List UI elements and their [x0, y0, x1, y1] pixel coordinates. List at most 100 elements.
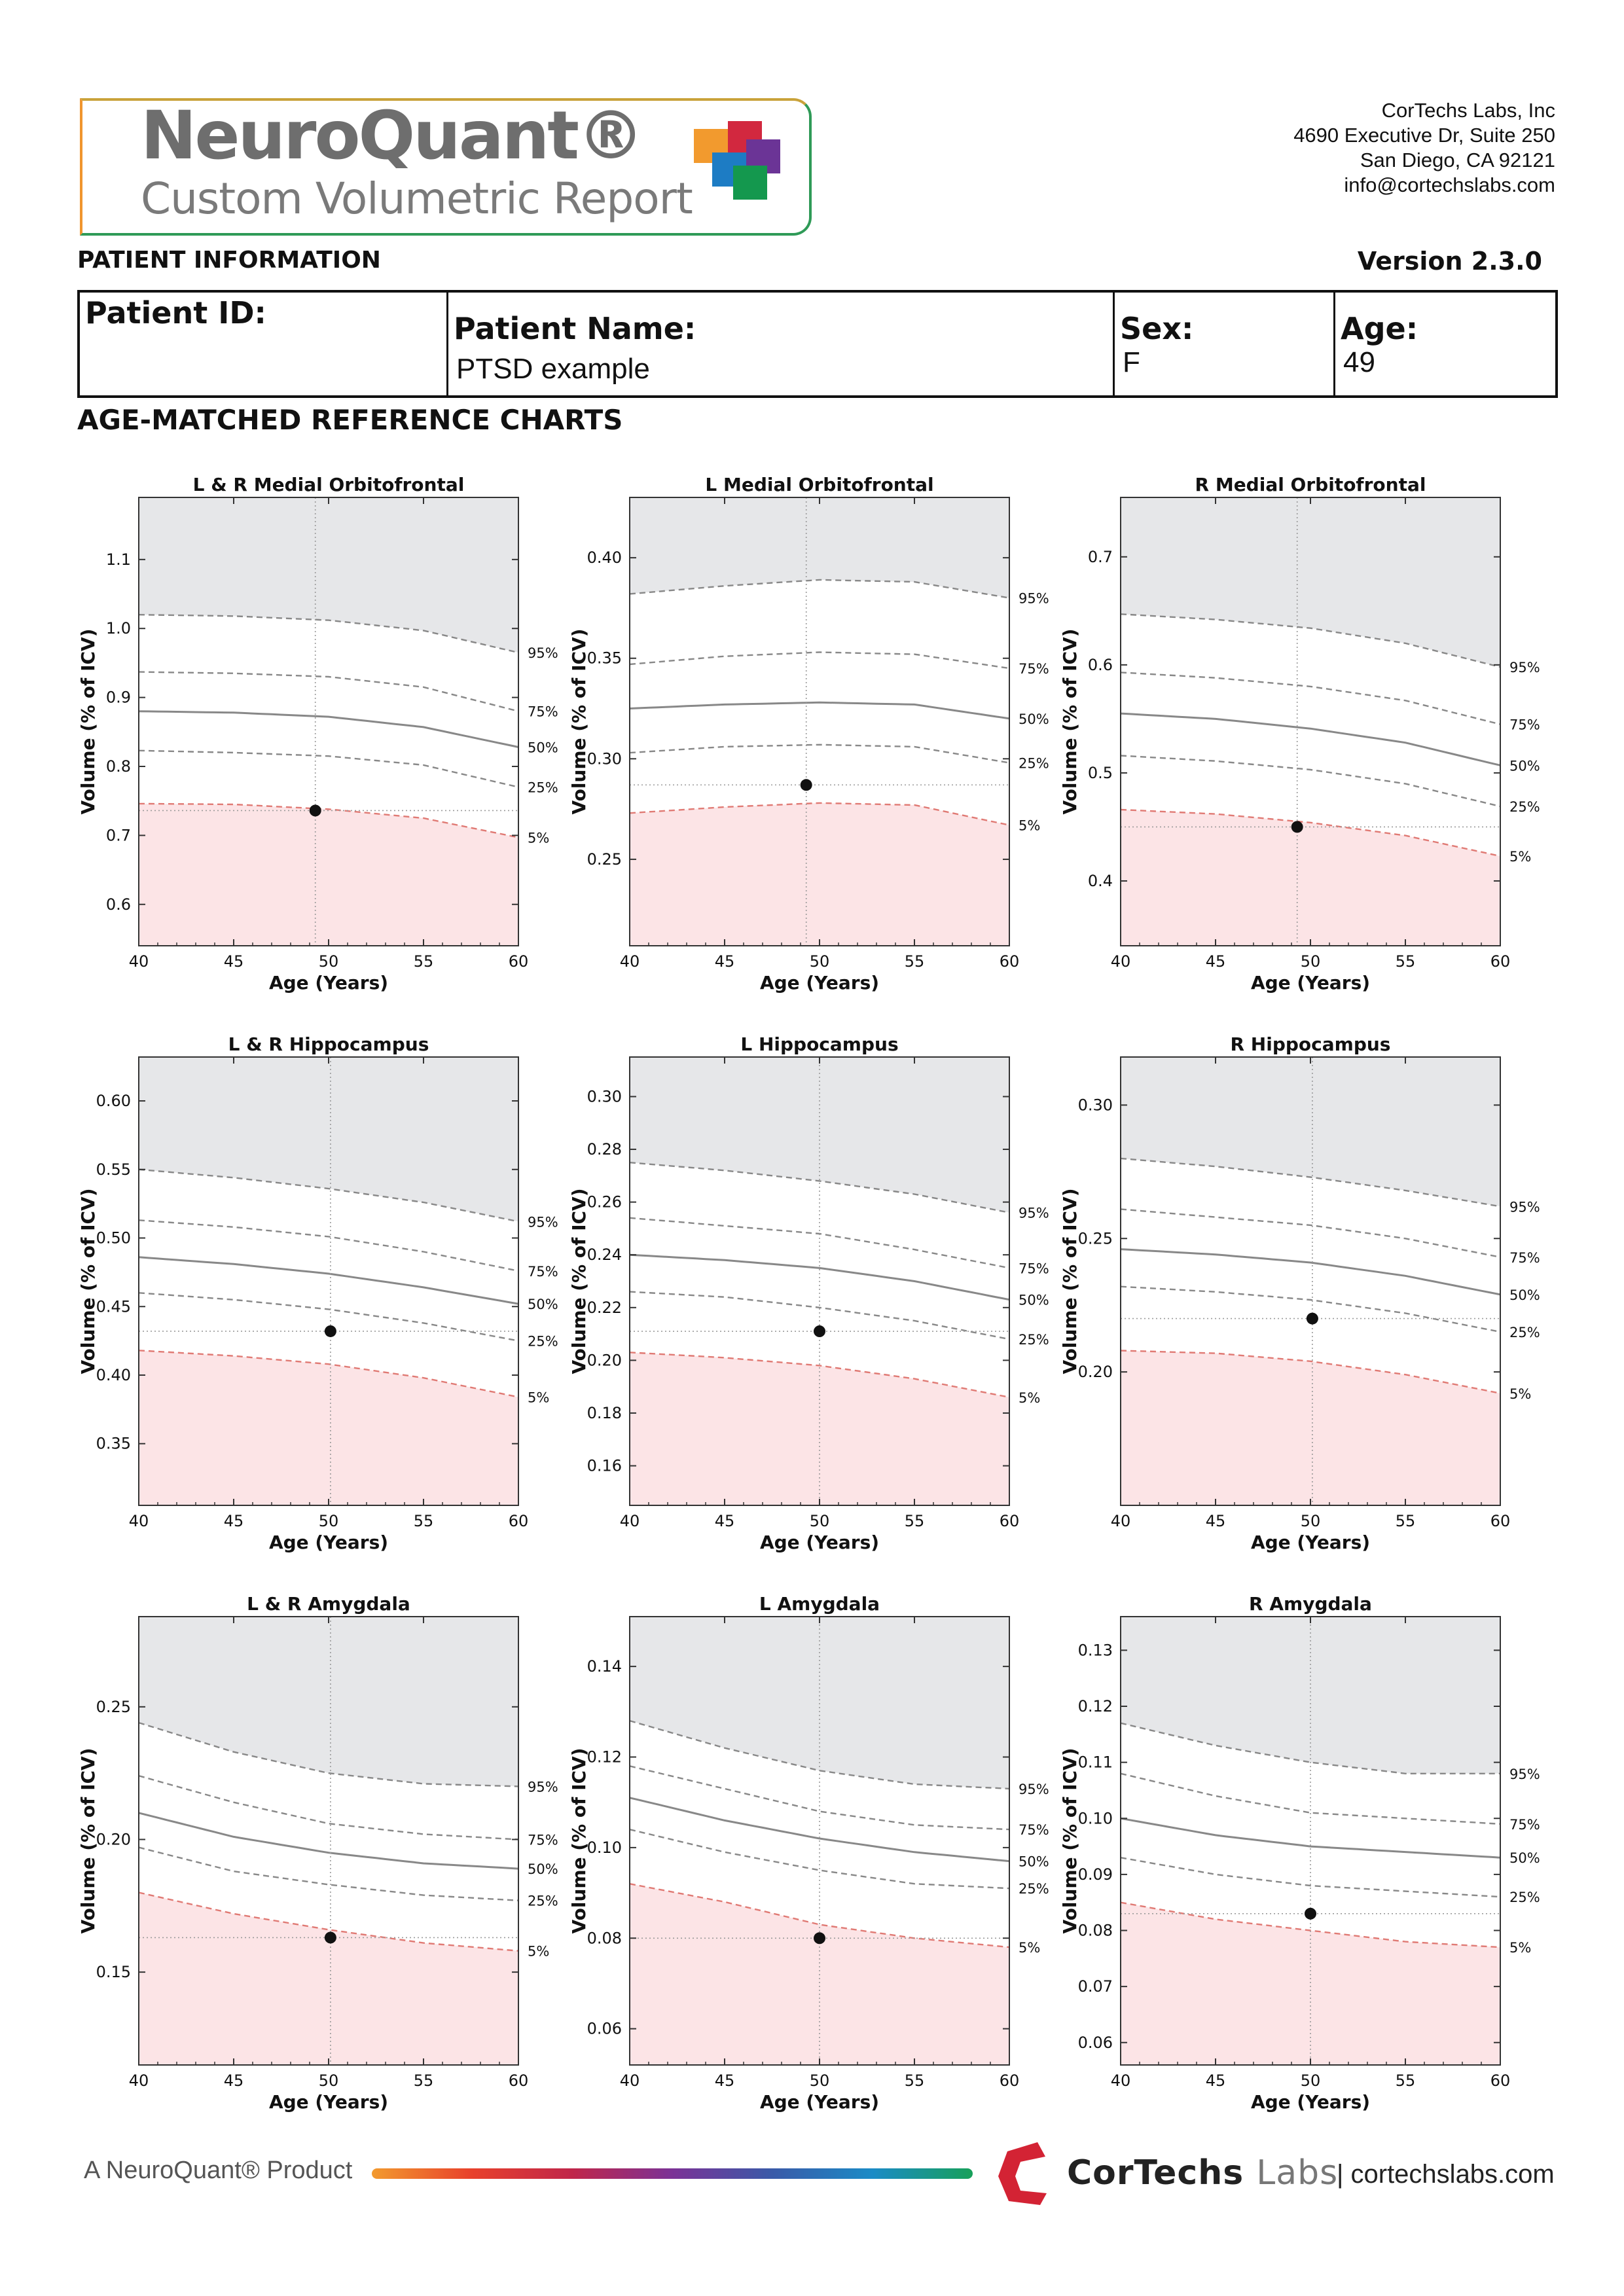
chart-title: R Hippocampus: [1231, 1033, 1391, 1055]
series-label: 5%: [1509, 1940, 1531, 1956]
chart-title: L Amygdala: [759, 1593, 880, 1615]
series-label: 95%: [1509, 1199, 1540, 1215]
patient-id-label: Patient ID:: [85, 295, 266, 331]
x-tick-label: 45: [224, 2072, 244, 2090]
series-25pct-line: [138, 749, 519, 788]
series-5pct-line: [138, 802, 519, 838]
y-tick-label: 0.08: [1078, 1922, 1113, 1940]
brand-labs: Labs: [1256, 2153, 1339, 2193]
lower-band: [139, 1892, 518, 2065]
y-tick-label: 0.24: [587, 1246, 622, 1264]
series-label: 5%: [528, 1390, 549, 1406]
series-label: 25%: [528, 1893, 558, 1909]
x-tick-label: 55: [1396, 2072, 1416, 2090]
chart-title: L Hippocampus: [740, 1033, 898, 1055]
y-axis-label: Volume (% of ICV): [77, 1188, 99, 1374]
x-tick-label: 45: [1206, 952, 1226, 971]
x-tick-label: 50: [319, 1512, 339, 1530]
series-label: 75%: [1509, 1250, 1540, 1266]
y-axis-label: Volume (% of ICV): [568, 1188, 590, 1374]
y-tick-label: 0.35: [587, 649, 622, 668]
y-tick-label: 0.6: [1088, 656, 1113, 674]
series-label: 50%: [528, 740, 558, 755]
upper-band: [630, 1057, 1009, 1213]
series-75pct-line: [1120, 672, 1501, 725]
sex-label: Sex:: [1120, 311, 1194, 346]
series-label: 50%: [528, 1297, 558, 1312]
x-tick-label: 60: [509, 1512, 529, 1530]
footer-product-text: A NeuroQuant® Product: [84, 2157, 353, 2184]
series-label: 95%: [528, 645, 558, 661]
chart-0: 95% 75% 50% 25% 5% 40 45 50 55 60 0.6 0.7 0.8 0.9 1.0 1…: [77, 474, 558, 994]
series-95pct-line: [1120, 613, 1501, 668]
x-axis-label: Age (Years): [760, 2091, 879, 2113]
series-5pct-line: [1120, 1350, 1501, 1394]
series-25pct-line: [1120, 1857, 1501, 1898]
x-tick-label: 60: [509, 952, 529, 971]
y-tick-label: 0.06: [1078, 2034, 1113, 2052]
y-tick-label: 0.20: [1078, 1363, 1113, 1381]
company-name: CorTechs Labs, Inc: [1381, 99, 1555, 122]
charts-heading: AGE-MATCHED REFERENCE CHARTS: [77, 404, 623, 436]
x-tick-label: 55: [1396, 1512, 1416, 1530]
x-tick-label: 45: [715, 1512, 735, 1530]
cortechs-logo-icon: [998, 2142, 1047, 2205]
y-tick-label: 0.22: [587, 1299, 622, 1317]
series-label: 95%: [1019, 1206, 1049, 1221]
x-tick-label: 50: [810, 1512, 830, 1530]
series-75pct-line: [138, 671, 519, 712]
upper-band: [630, 497, 1009, 598]
series-label: 95%: [1509, 660, 1540, 675]
x-tick-label: 40: [1111, 1512, 1131, 1530]
logo-squares-icon: [694, 121, 780, 200]
series-label: 50%: [1019, 711, 1049, 727]
series-label: 25%: [1509, 1890, 1540, 1905]
x-axis-label: Age (Years): [1251, 1532, 1370, 1553]
x-tick-label: 60: [1000, 2072, 1020, 2090]
x-tick-label: 50: [319, 2072, 339, 2090]
x-axis-label: Age (Years): [269, 2091, 388, 2113]
y-axis-label: Volume (% of ICV): [1059, 1748, 1081, 1933]
series-label: 50%: [1509, 1850, 1540, 1866]
sex-cell: Sex: F: [1115, 293, 1335, 395]
x-tick-label: 40: [1111, 2072, 1131, 2090]
series-50pct-line: [629, 1253, 1010, 1301]
y-tick-label: 0.25: [587, 850, 622, 869]
y-tick-label: 0.15: [96, 1963, 131, 1981]
y-axis-label: Volume (% of ICV): [77, 1748, 99, 1933]
series-label: 5%: [1509, 1386, 1531, 1402]
lower-band: [630, 1352, 1009, 1505]
chart-title: L & R Hippocampus: [228, 1033, 429, 1055]
logo-frame: [80, 98, 812, 236]
y-tick-label: 0.12: [587, 1748, 622, 1766]
series-25pct-line: [1120, 1285, 1501, 1333]
x-tick-label: 55: [905, 2072, 925, 2090]
series-label: 25%: [1019, 1332, 1049, 1348]
y-tick-label: 0.7: [1088, 548, 1113, 566]
series-label: 95%: [1019, 591, 1049, 607]
series-95pct-line: [138, 614, 519, 654]
chart-title: L & R Medial Orbitofrontal: [193, 474, 465, 495]
series-label: 75%: [1019, 1261, 1049, 1276]
patient-point: [324, 1931, 336, 1944]
x-axis-label: Age (Years): [760, 1532, 879, 1553]
series-25pct-line: [1120, 755, 1501, 808]
lower-band: [630, 802, 1009, 946]
series-label: 25%: [1019, 755, 1049, 771]
patient-point: [1306, 1312, 1318, 1325]
x-tick-label: 40: [129, 2072, 149, 2090]
chart-title: R Medial Orbitofrontal: [1195, 474, 1426, 495]
series-25pct-line: [629, 744, 1010, 764]
y-tick-label: 0.6: [106, 895, 131, 914]
series-label: 75%: [528, 1264, 558, 1280]
series-label: 25%: [528, 780, 558, 796]
brand-name: CorTechs Labs: [1067, 2153, 1338, 2193]
series-label: 25%: [1509, 1325, 1540, 1340]
series-label: 75%: [1509, 717, 1540, 733]
y-tick-label: 0.50: [96, 1229, 131, 1247]
x-tick-label: 45: [715, 2072, 735, 2090]
chart-title: L Medial Orbitofrontal: [705, 474, 933, 495]
x-tick-label: 50: [1301, 1512, 1321, 1530]
patient-info-heading: PATIENT INFORMATION: [77, 247, 381, 274]
